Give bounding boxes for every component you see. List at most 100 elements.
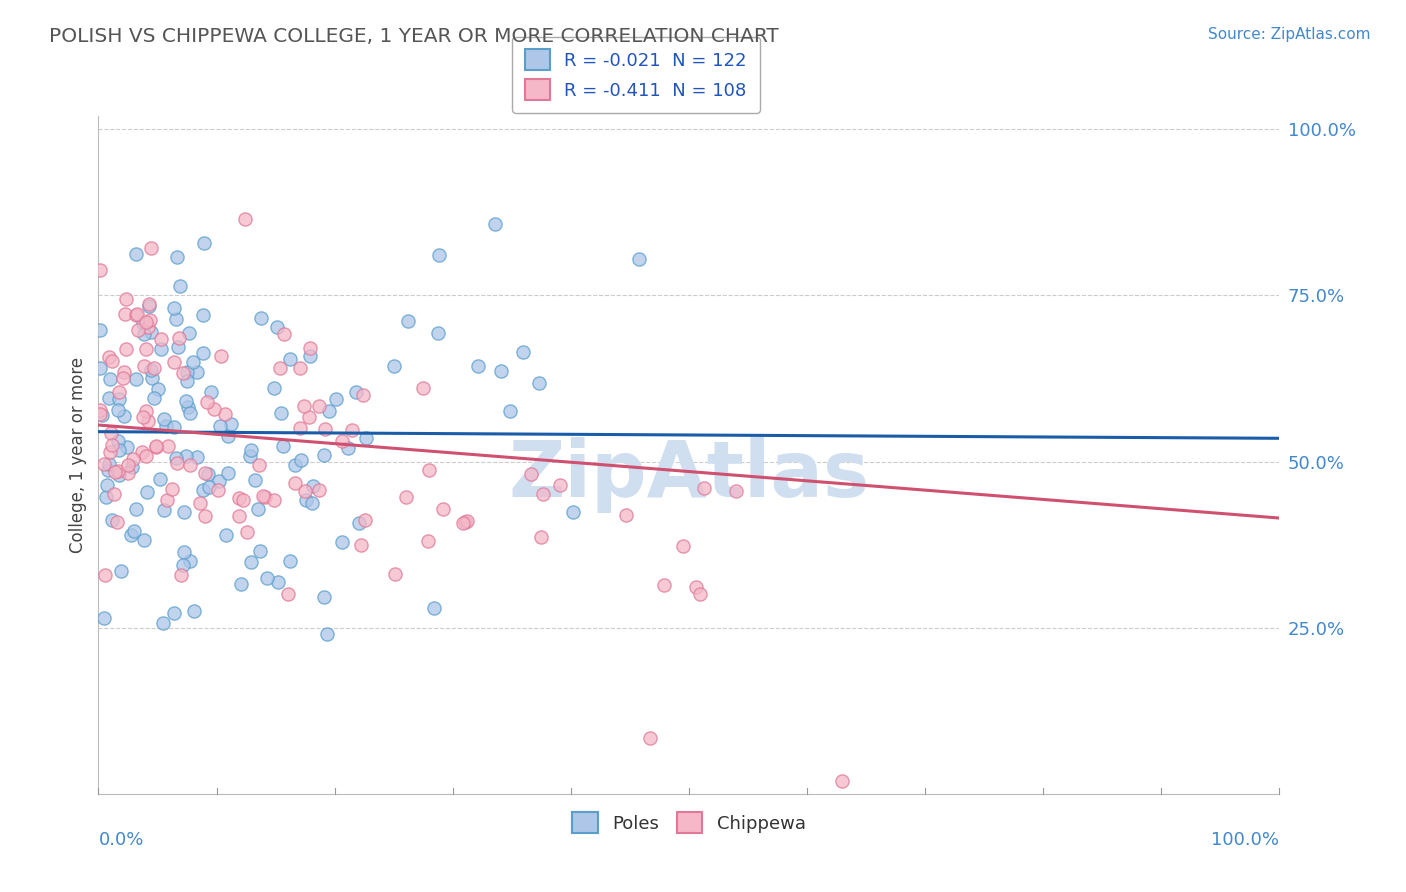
- Point: [270, 406, 292, 420]
- Point: [132, 359, 155, 373]
- Point: [628, 252, 651, 267]
- Point: [298, 410, 321, 425]
- Point: [153, 412, 176, 426]
- Point: [93, 458, 115, 472]
- Point: [427, 248, 450, 262]
- Point: [143, 391, 166, 405]
- Point: [236, 525, 259, 540]
- Point: [89, 361, 111, 376]
- Point: [139, 363, 162, 377]
- Point: [98, 372, 121, 386]
- Point: [271, 439, 294, 453]
- Point: [145, 439, 167, 453]
- Point: [252, 489, 274, 503]
- Point: [149, 472, 172, 486]
- Point: [685, 580, 707, 594]
- Point: [138, 297, 160, 311]
- Point: [170, 568, 193, 582]
- Point: [183, 604, 205, 618]
- Point: [423, 601, 446, 615]
- Point: [111, 370, 134, 384]
- Point: [166, 250, 188, 264]
- Point: [530, 530, 553, 544]
- Point: [349, 538, 371, 552]
- Point: [135, 342, 157, 356]
- Point: [548, 478, 571, 492]
- Point: [418, 463, 440, 477]
- Text: ZipAtlas: ZipAtlas: [509, 437, 869, 513]
- Point: [214, 407, 236, 421]
- Point: [294, 484, 316, 499]
- Point: [195, 394, 218, 409]
- Point: [382, 359, 405, 373]
- Point: [98, 445, 121, 459]
- Point: [169, 278, 191, 293]
- Point: [186, 365, 208, 379]
- Point: [163, 419, 186, 434]
- Point: [384, 567, 406, 582]
- Point: [193, 235, 215, 250]
- Point: [638, 731, 661, 745]
- Point: [139, 313, 162, 327]
- Point: [135, 315, 157, 329]
- Point: [155, 418, 177, 433]
- Point: [194, 509, 217, 524]
- Point: [456, 514, 478, 528]
- Point: [107, 403, 129, 417]
- Point: [484, 217, 506, 231]
- Point: [228, 491, 250, 505]
- Point: [231, 493, 253, 508]
- Point: [174, 449, 197, 463]
- Point: [194, 466, 217, 480]
- Point: [165, 312, 187, 326]
- Point: [167, 331, 190, 345]
- Point: [193, 345, 215, 359]
- Point: [136, 320, 159, 334]
- Point: [132, 410, 155, 425]
- Point: [89, 262, 111, 277]
- Point: [253, 490, 276, 504]
- Point: [412, 381, 434, 395]
- Point: [125, 308, 148, 322]
- Point: [135, 403, 157, 417]
- Point: [188, 496, 211, 510]
- Point: [562, 505, 585, 519]
- Point: [176, 374, 198, 388]
- Point: [301, 496, 323, 510]
- Point: [107, 465, 129, 479]
- Point: [298, 341, 321, 355]
- Point: [179, 554, 201, 568]
- Point: [173, 545, 195, 559]
- Point: [177, 400, 200, 414]
- Point: [352, 387, 374, 401]
- Point: [263, 492, 285, 507]
- Point: [353, 513, 375, 527]
- Point: [139, 240, 162, 254]
- Point: [693, 481, 716, 495]
- Point: [174, 393, 197, 408]
- Point: [191, 308, 214, 322]
- Point: [427, 326, 450, 341]
- Point: [208, 419, 231, 434]
- Point: [107, 434, 129, 448]
- Point: [115, 342, 138, 356]
- Text: 100.0%: 100.0%: [1212, 831, 1279, 849]
- Point: [114, 292, 136, 306]
- Point: [529, 376, 551, 390]
- Point: [831, 773, 853, 788]
- Point: [101, 438, 124, 452]
- Point: [330, 434, 353, 448]
- Point: [283, 475, 305, 490]
- Point: [143, 360, 166, 375]
- Y-axis label: College, 1 year or more: College, 1 year or more: [69, 357, 87, 553]
- Point: [166, 340, 188, 354]
- Point: [138, 414, 160, 428]
- Point: [156, 439, 179, 453]
- Point: [121, 459, 143, 474]
- Point: [98, 391, 121, 405]
- Point: [115, 440, 138, 454]
- Point: [217, 466, 239, 480]
- Point: [246, 502, 269, 516]
- Point: [101, 353, 124, 368]
- Point: [127, 323, 149, 337]
